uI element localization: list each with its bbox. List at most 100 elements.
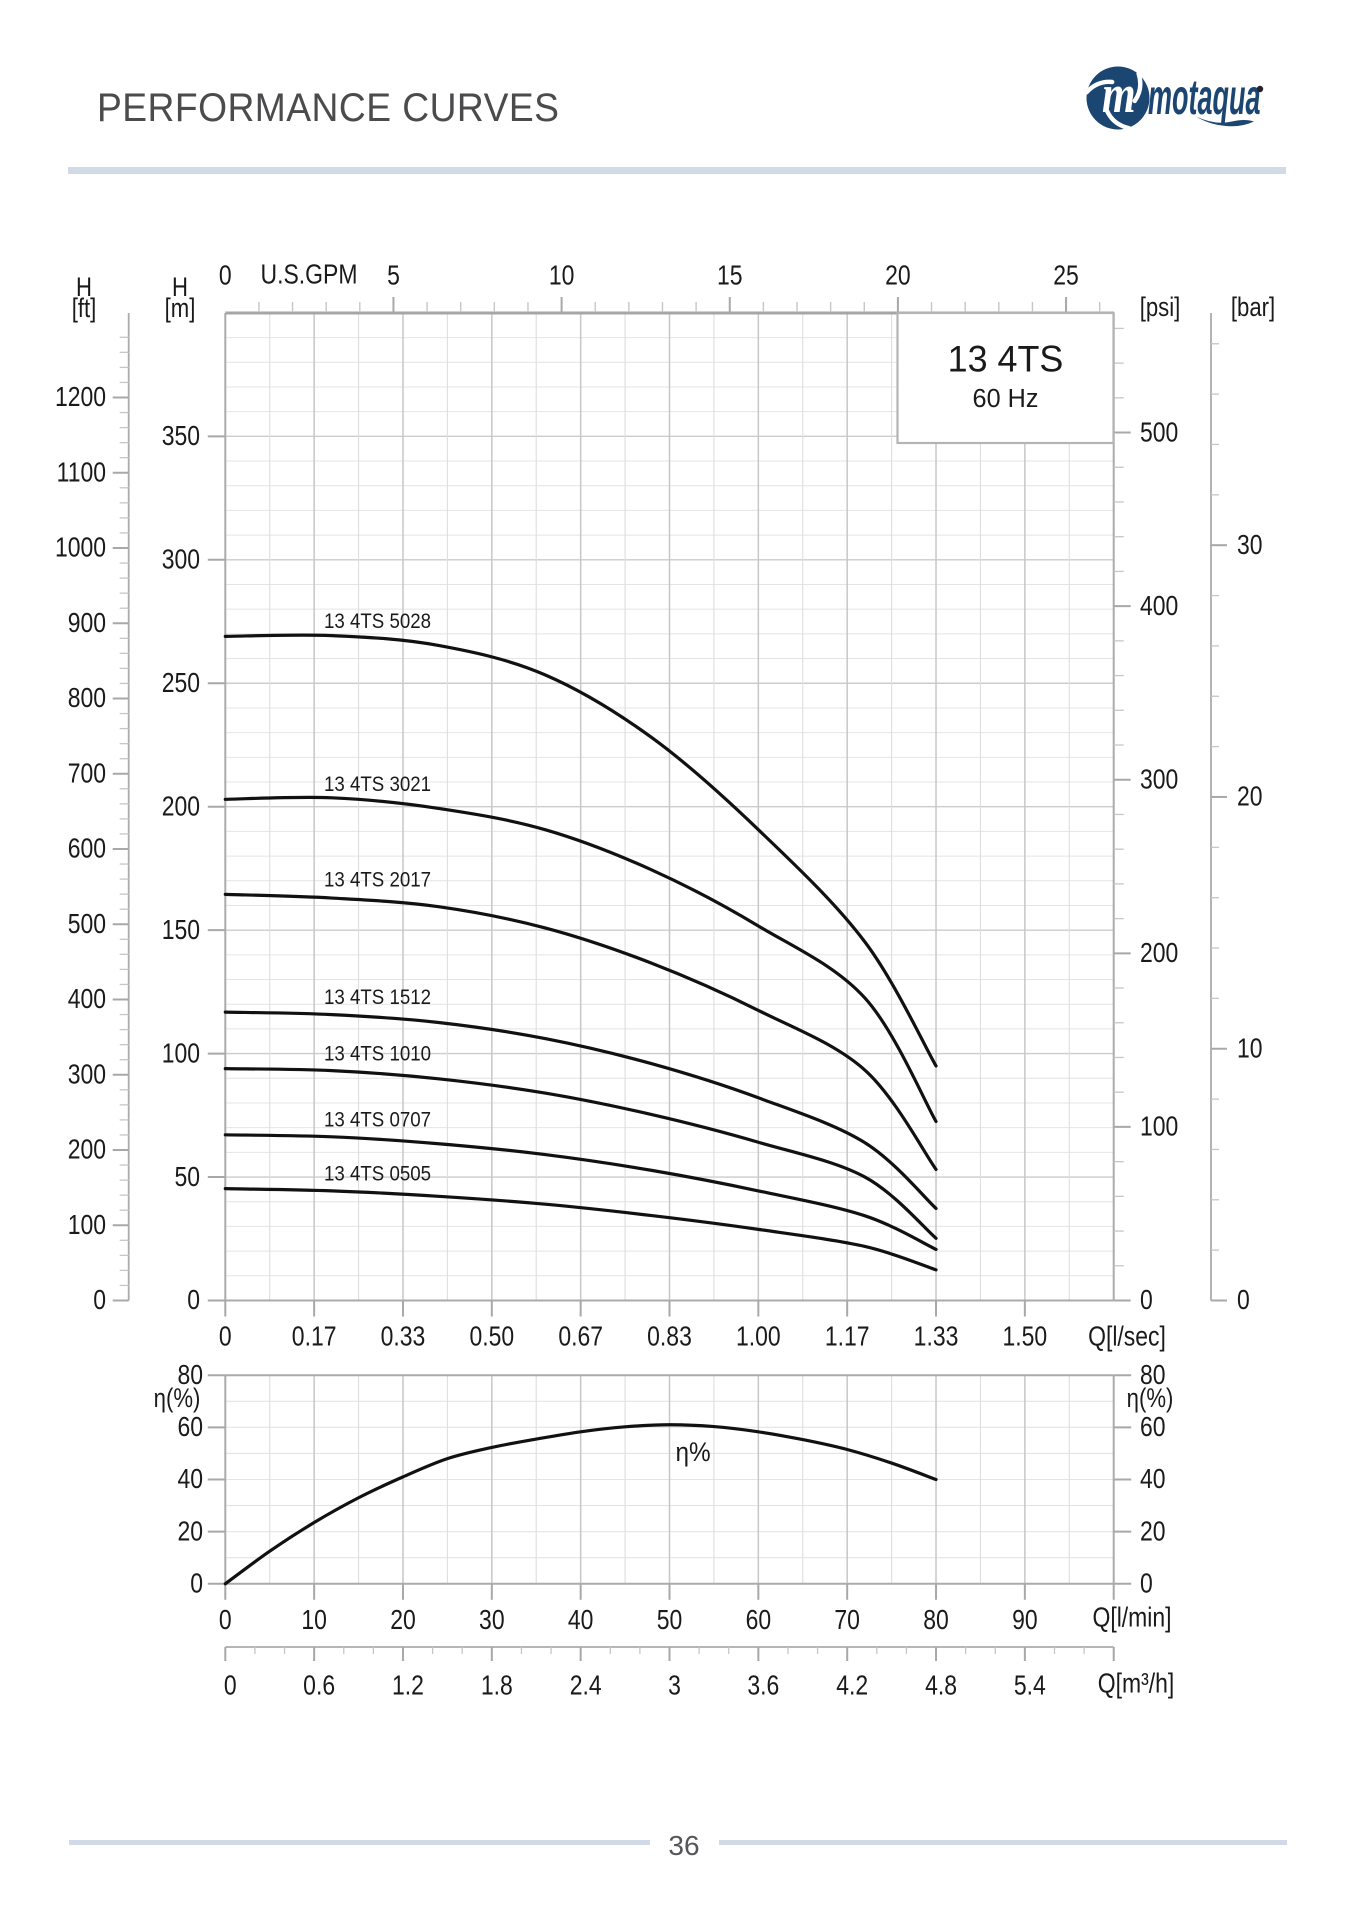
m-tick-label-text: 350 bbox=[162, 421, 200, 452]
psi-tick-label-text: 500 bbox=[1140, 417, 1178, 448]
lmin-tick-label: 70 bbox=[834, 1605, 860, 1636]
lmin-tick-label: 10 bbox=[301, 1605, 327, 1636]
m3h-axis: 0 0.6 1.2 1.8 2.4 3 3.6 4.2 4.8 5.4 Q[m³/h] bbox=[224, 1646, 1174, 1702]
svg-text:motaqua: motaqua bbox=[1148, 69, 1260, 125]
lsec-tick-label-text: 1.50 bbox=[1003, 1322, 1048, 1353]
eff-left-tick-label: 20 bbox=[177, 1516, 203, 1547]
ft-tick-label-text: 600 bbox=[68, 834, 106, 865]
lsec-axis-title-text: Q[l/sec] bbox=[1088, 1322, 1166, 1353]
lsec-tick-label-text: 1.33 bbox=[914, 1322, 959, 1353]
m3h-tick-label-text: 0 bbox=[224, 1671, 237, 1702]
main-grid bbox=[225, 313, 1114, 1301]
eff-right-tick-label-text: 60 bbox=[1140, 1412, 1166, 1443]
lsec-tick-label: 0.67 bbox=[558, 1322, 603, 1353]
ft-tick-label: 600 bbox=[68, 834, 106, 865]
lsec-tick-label-text: 0.50 bbox=[469, 1322, 514, 1353]
footer-rule-left bbox=[69, 1840, 650, 1845]
psi-tick-label: 300 bbox=[1140, 764, 1178, 795]
lsec-tick-label-text: 1.17 bbox=[825, 1322, 870, 1353]
ft-axis-unit: [ft] bbox=[72, 294, 97, 324]
ft-tick-label: 300 bbox=[68, 1059, 106, 1090]
model-box: 13 4TS 60 Hz bbox=[896, 311, 1115, 445]
m3h-tick-label-text: 3.6 bbox=[747, 1671, 779, 1702]
bar-tick-label: 0 bbox=[1237, 1285, 1250, 1316]
eff-left-tick-label-text: 20 bbox=[177, 1516, 203, 1547]
model-frequency: 60 Hz bbox=[973, 385, 1039, 413]
eff-right-tick-label-text: 0 bbox=[1140, 1568, 1153, 1599]
lsec-tick-label: 1.33 bbox=[914, 1322, 959, 1353]
m-tick-label-text: 300 bbox=[162, 544, 200, 575]
lmin-tick-label: 30 bbox=[479, 1605, 505, 1636]
ft-tick-label-text: 700 bbox=[68, 758, 106, 789]
m3h-tick-label: 4.2 bbox=[836, 1671, 868, 1702]
ft-tick-label-text: 800 bbox=[68, 683, 106, 714]
m3h-tick-label: 0 bbox=[224, 1671, 237, 1702]
efficiency-curve bbox=[223, 1423, 938, 1586]
head-curve-label-text: 13 4TS 2017 bbox=[324, 868, 431, 891]
m3h-tick-label: 5.4 bbox=[1014, 1671, 1046, 1702]
gpm-axis-title-text: U.S.GPM bbox=[261, 260, 358, 291]
ft-tick-label: 200 bbox=[68, 1135, 106, 1166]
head-curve-13-4TS-2017 bbox=[223, 892, 938, 1171]
lmin-tick-label-text: 90 bbox=[1012, 1605, 1038, 1636]
lmin-tick-label: 60 bbox=[746, 1605, 772, 1636]
head-curves bbox=[223, 633, 938, 1272]
lmin-axis-title-text: Q[l/min] bbox=[1092, 1603, 1171, 1634]
gpm-tick-label-text: 20 bbox=[885, 261, 911, 292]
m3h-tick-label: 0.6 bbox=[303, 1671, 335, 1702]
psi-tick-label-text: 0 bbox=[1140, 1285, 1153, 1316]
m-axis-title-text: H bbox=[172, 273, 188, 303]
m-tick-label-text: 100 bbox=[162, 1038, 200, 1069]
m3h-tick-label: 1.8 bbox=[481, 1671, 513, 1702]
m3h-tick-label-text: 1.2 bbox=[392, 1671, 424, 1702]
lmin-tick-label: 80 bbox=[923, 1605, 949, 1636]
model-name: 13 4TS bbox=[948, 338, 1064, 380]
m-tick-label-text: 0 bbox=[187, 1285, 200, 1316]
eff-left-axis-title: η(%) bbox=[154, 1384, 201, 1414]
m-tick-label-text: 250 bbox=[162, 668, 200, 699]
lmin-tick-label: 50 bbox=[657, 1605, 683, 1636]
lmin-tick-label-text: 30 bbox=[479, 1605, 505, 1636]
lsec-tick-label: 0.50 bbox=[469, 1322, 514, 1353]
page-number: 36 bbox=[668, 1830, 700, 1861]
head-curve-label: 13 4TS 2017 bbox=[324, 868, 431, 891]
eff-right-tick-label: 20 bbox=[1140, 1516, 1166, 1547]
m3h-tick-label: 1.2 bbox=[392, 1671, 424, 1702]
eff-right-tick-label-text: 20 bbox=[1140, 1516, 1166, 1547]
head-curve-label-text: 13 4TS 5028 bbox=[324, 610, 431, 633]
m-tick-label: 0 bbox=[187, 1285, 200, 1316]
lsec-tick-label: 0.17 bbox=[292, 1322, 337, 1353]
m-tick-label: 250 bbox=[162, 668, 200, 699]
lmin-tick-label-text: 60 bbox=[746, 1605, 772, 1636]
head-curve-label: 13 4TS 5028 bbox=[324, 610, 431, 633]
gpm-tick-label: 0 bbox=[219, 261, 232, 292]
eff-left-axis: 0 20 40 60 80η(%) bbox=[154, 1360, 226, 1599]
lmin-tick-label: 90 bbox=[1012, 1605, 1038, 1636]
eff-right-tick-label: 80 bbox=[1140, 1360, 1166, 1391]
wave-swoosh bbox=[1196, 116, 1254, 127]
gpm-tick-label-text: 0 bbox=[219, 261, 232, 292]
eff-right-tick-label-text: 80 bbox=[1140, 1360, 1166, 1391]
gpm-tick-label: 5 bbox=[387, 261, 400, 292]
lmin-axis-title: Q[l/min] bbox=[1092, 1603, 1171, 1634]
m-tick-label-text: 150 bbox=[162, 915, 200, 946]
bar-tick-label-text: 20 bbox=[1237, 782, 1263, 813]
footer-rule-right bbox=[719, 1840, 1287, 1845]
gpm-tick-label: 10 bbox=[549, 261, 575, 292]
ft-tick-label-text: 200 bbox=[68, 1135, 106, 1166]
m-axis-title: H bbox=[172, 273, 188, 303]
ft-tick-label-text: 900 bbox=[68, 608, 106, 639]
head-curve-label: 13 4TS 1010 bbox=[324, 1042, 431, 1065]
head-curve-label-text: 13 4TS 1010 bbox=[324, 1042, 431, 1065]
psi-tick-label: 500 bbox=[1140, 417, 1178, 448]
eff-right-axis-title: η(%) bbox=[1127, 1384, 1174, 1414]
lmin-axis: 0 10 20 30 40 50 60 70 80 90 Q[l/min] bbox=[219, 1583, 1172, 1636]
m-tick-label: 300 bbox=[162, 544, 200, 575]
lmin-tick-label: 20 bbox=[390, 1605, 416, 1636]
bar-tick-label-text: 10 bbox=[1237, 1033, 1263, 1064]
head-curve-label-text: 13 4TS 1512 bbox=[324, 986, 431, 1009]
lsec-axis: 0 0.17 0.33 0.50 0.67 0.83 1.00 1.17 1.33 1.50 Q[l… bbox=[219, 1300, 1166, 1353]
ft-axis-title: H bbox=[76, 273, 92, 303]
psi-tick-label: 400 bbox=[1140, 591, 1178, 622]
gpm-axis-title: U.S.GPM bbox=[261, 260, 358, 291]
